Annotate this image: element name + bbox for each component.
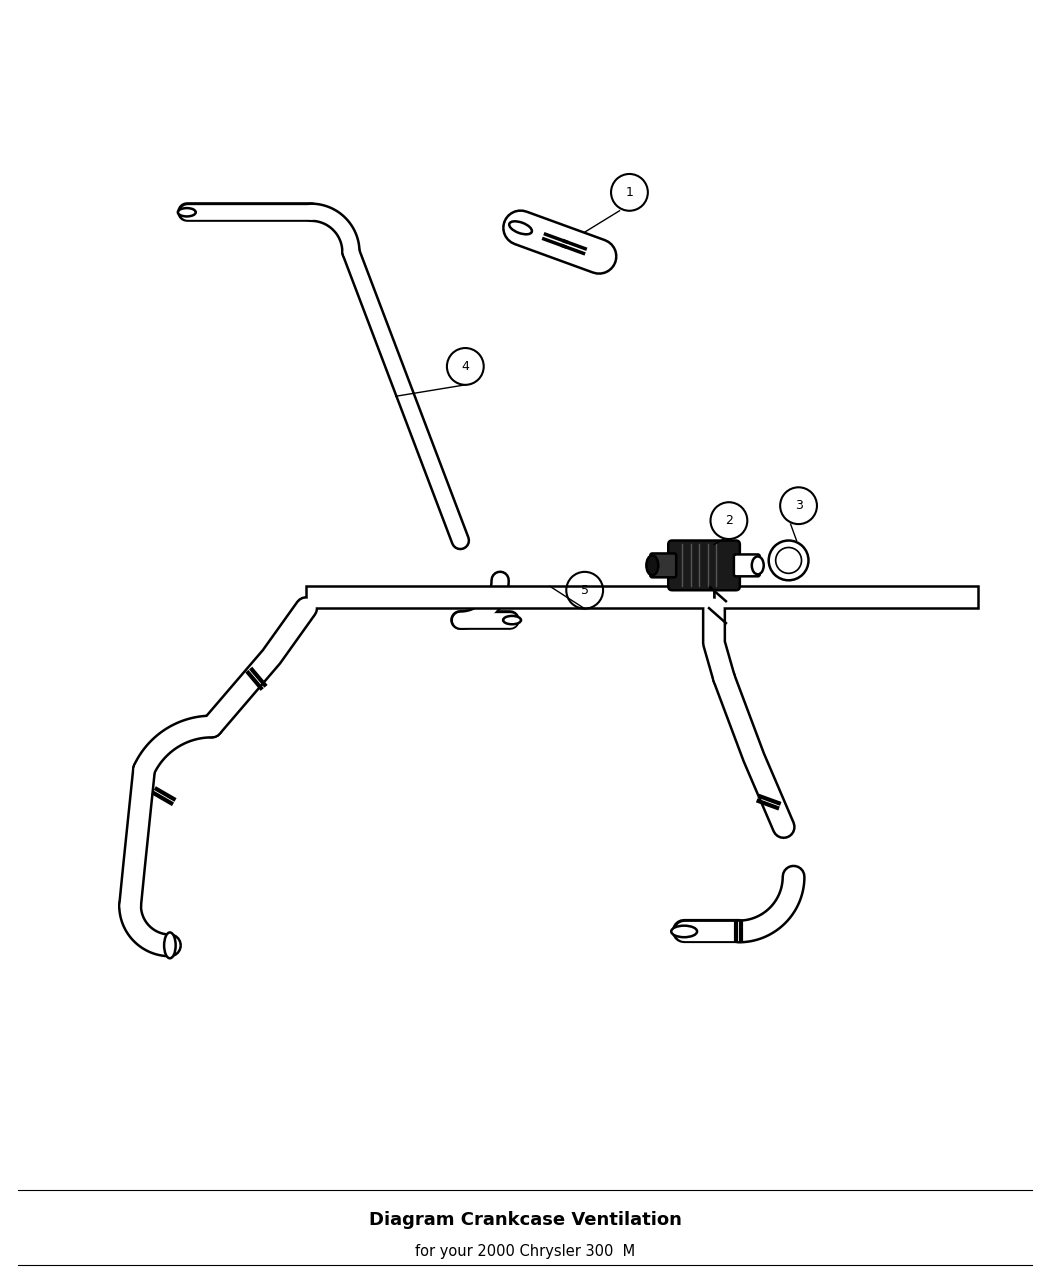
Ellipse shape xyxy=(503,616,521,625)
Text: 1: 1 xyxy=(626,186,633,199)
Text: 5: 5 xyxy=(581,584,589,597)
Text: 3: 3 xyxy=(795,500,802,513)
Ellipse shape xyxy=(671,926,697,937)
Text: Diagram Crankcase Ventilation: Diagram Crankcase Ventilation xyxy=(369,1211,681,1229)
Ellipse shape xyxy=(752,556,763,574)
Ellipse shape xyxy=(509,222,532,235)
Ellipse shape xyxy=(177,208,195,217)
Text: 4: 4 xyxy=(461,360,469,374)
FancyBboxPatch shape xyxy=(734,555,760,576)
Ellipse shape xyxy=(164,932,175,959)
Bar xyxy=(307,586,714,608)
Bar xyxy=(714,586,978,608)
Text: 2: 2 xyxy=(724,514,733,527)
Ellipse shape xyxy=(647,556,658,575)
FancyBboxPatch shape xyxy=(668,541,740,590)
FancyBboxPatch shape xyxy=(650,553,676,578)
Text: for your 2000 Chrysler 300  M: for your 2000 Chrysler 300 M xyxy=(415,1244,635,1260)
